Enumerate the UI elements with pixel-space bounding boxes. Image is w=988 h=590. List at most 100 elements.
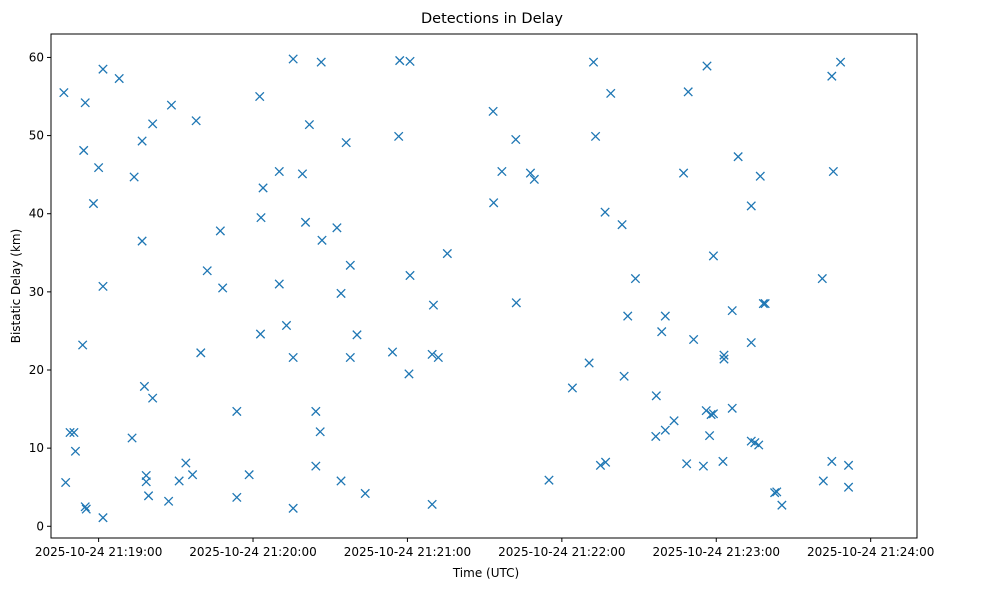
data-point-marker xyxy=(345,352,355,363)
y-tick-label: 20 xyxy=(29,363,44,377)
data-point-marker xyxy=(682,459,692,469)
data-point-marker xyxy=(80,98,90,108)
data-point-marker xyxy=(147,119,158,129)
data-point-marker xyxy=(718,456,728,467)
data-point-marker xyxy=(255,91,265,102)
data-point-marker xyxy=(719,350,729,360)
data-point-marker xyxy=(701,405,711,416)
data-point-marker xyxy=(828,166,839,177)
data-point-marker xyxy=(360,488,370,499)
data-point-marker xyxy=(98,64,108,74)
data-point-marker xyxy=(77,340,88,350)
data-point-marker xyxy=(719,354,729,364)
data-point-marker xyxy=(215,226,225,236)
data-point-marker xyxy=(772,487,782,497)
data-point-marker xyxy=(688,334,699,345)
data-point-marker xyxy=(511,298,521,308)
data-point-marker xyxy=(817,273,827,284)
data-point-marker xyxy=(706,409,716,420)
data-point-marker xyxy=(341,137,351,148)
data-point-marker xyxy=(657,327,667,337)
y-axis: 0 10 20 30 40 50 60 xyxy=(29,50,51,533)
data-point-marker xyxy=(497,166,507,177)
data-point-marker xyxy=(758,298,769,309)
data-point-marker xyxy=(258,183,268,193)
data-point-marker xyxy=(80,502,90,512)
data-point-marker xyxy=(143,491,154,501)
data-point-marker xyxy=(600,207,610,217)
data-point-marker xyxy=(669,416,679,426)
data-point-marker xyxy=(567,383,578,393)
data-point-marker xyxy=(651,431,661,442)
data-point-marker xyxy=(255,329,266,339)
data-point-marker xyxy=(137,136,147,146)
data-point-marker xyxy=(544,475,554,485)
data-point-marker xyxy=(336,288,346,299)
data-point-marker xyxy=(191,116,201,126)
data-point-marker xyxy=(81,504,91,514)
data-point-marker xyxy=(678,168,689,178)
data-point-marker xyxy=(584,358,594,368)
data-point-marker xyxy=(835,57,846,67)
data-point-marker xyxy=(300,217,311,227)
data-point-marker xyxy=(727,305,737,316)
data-point-marker xyxy=(428,300,439,310)
data-point-marker xyxy=(843,482,854,492)
data-point-marker xyxy=(755,171,765,181)
data-point-marker xyxy=(600,457,611,467)
data-point-marker xyxy=(746,337,756,348)
data-point-marker xyxy=(427,349,437,360)
data-point-marker xyxy=(606,88,616,99)
data-point-marker xyxy=(129,172,139,182)
data-point-marker xyxy=(394,131,404,142)
data-point-marker xyxy=(332,223,342,233)
data-point-marker xyxy=(288,54,298,64)
data-point-marker xyxy=(139,381,150,392)
data-point-marker xyxy=(244,470,254,480)
data-point-marker xyxy=(79,145,89,156)
y-tick-label: 30 xyxy=(29,285,44,299)
data-point-marker xyxy=(760,298,770,309)
data-point-marker xyxy=(427,499,437,510)
data-point-marker xyxy=(754,440,764,450)
data-point-marker xyxy=(651,391,661,401)
data-point-marker xyxy=(315,427,325,437)
data-point-marker xyxy=(274,166,284,177)
data-point-marker xyxy=(630,273,641,284)
data-point-marker xyxy=(304,119,315,130)
data-point-marker xyxy=(196,348,206,358)
data-point-marker xyxy=(619,371,629,381)
data-point-marker xyxy=(727,403,737,413)
data-point-marker xyxy=(147,393,158,403)
y-tick-label: 10 xyxy=(29,441,44,455)
data-point-marker xyxy=(698,461,709,471)
data-point-marker xyxy=(288,352,298,363)
data-point-marker xyxy=(114,73,124,84)
data-point-marker xyxy=(311,406,321,417)
data-point-marker xyxy=(352,330,362,340)
data-point-marker xyxy=(405,270,415,281)
data-point-marker xyxy=(137,236,147,246)
data-point-marker xyxy=(704,430,715,441)
y-tick-label: 40 xyxy=(29,207,44,221)
data-point-marker xyxy=(818,476,828,486)
data-point-marker xyxy=(98,513,108,523)
data-point-marker xyxy=(88,198,99,209)
data-point-marker xyxy=(770,488,780,498)
data-point-marker xyxy=(708,251,719,261)
data-point-marker xyxy=(345,260,355,270)
x-tick-label: 2025-10-24 21:20:00 xyxy=(189,545,316,559)
data-point-marker xyxy=(511,134,521,145)
x-tick-label: 2025-10-24 21:19:00 xyxy=(35,545,162,559)
data-point-marker xyxy=(590,131,601,142)
data-point-marker xyxy=(181,458,191,468)
data-point-marker xyxy=(617,220,627,230)
data-point-marker xyxy=(733,152,743,162)
data-point-marker xyxy=(529,174,539,184)
data-point-marker xyxy=(174,476,184,486)
data-point-marker xyxy=(708,409,719,419)
data-point-marker xyxy=(488,198,499,208)
x-axis-label: Time (UTC) xyxy=(452,566,519,580)
data-point-marker xyxy=(336,476,346,486)
